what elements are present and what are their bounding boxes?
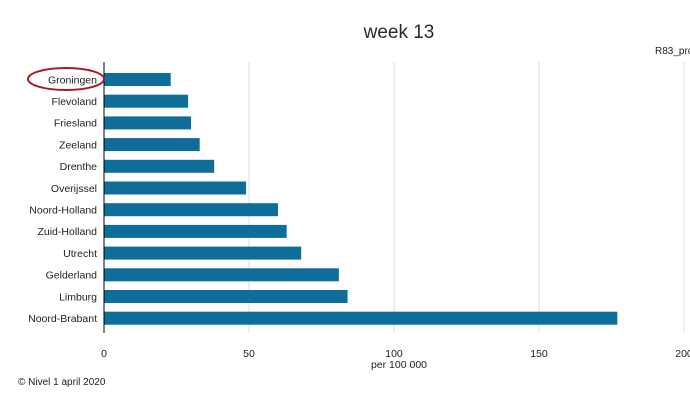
highlight-ellipse: [27, 67, 105, 91]
category-label: Utrecht: [63, 248, 97, 260]
bar-zeeland: [104, 138, 200, 152]
bar-overijssel: [104, 181, 247, 195]
category-label: Drenthe: [60, 161, 98, 173]
category-label: Zeeland: [59, 139, 97, 151]
bar-friesland: [104, 116, 191, 130]
bar-noord-holland: [104, 203, 278, 217]
category-label: Gelderland: [46, 270, 98, 282]
bar-noord-brabant: [104, 311, 618, 325]
x-tick-label: 200: [675, 348, 690, 360]
gridlines: [248, 62, 685, 333]
category-label: Friesland: [54, 118, 97, 130]
corner-label: R83_prov: [655, 46, 690, 57]
x-tick-label: 0: [101, 348, 107, 360]
x-tick-label: 50: [243, 348, 255, 360]
chart-title: week 13: [363, 22, 435, 43]
x-axis-title: per 100 000: [371, 359, 427, 371]
x-tick-label: 150: [530, 348, 548, 360]
x-tick-labels: 0 50 100 150 200: [101, 348, 690, 360]
bar-gelderland: [104, 268, 339, 282]
category-label: Overijssel: [51, 183, 97, 195]
bar-groningen: [104, 73, 171, 86]
category-label: Noord-Holland: [29, 205, 97, 217]
category-label: Limburg: [59, 291, 97, 303]
x-tick-label: 100: [385, 348, 403, 360]
bar-drenthe: [104, 159, 215, 173]
category-label: Flevoland: [51, 96, 97, 108]
category-labels: Groningen Flevoland Friesland Zeeland Drenth…: [28, 74, 97, 325]
bar-flevoland: [104, 94, 189, 108]
category-label: Groningen: [48, 74, 97, 86]
credit-text: © Nivel 1 april 2020: [18, 377, 106, 388]
bar-limburg: [104, 290, 348, 303]
category-label: Zuid-Holland: [37, 226, 97, 238]
bar-utrecht: [104, 246, 302, 260]
category-label: Noord-Brabant: [28, 313, 97, 325]
bars: [104, 73, 618, 325]
bar-zuid-holland: [104, 224, 287, 238]
